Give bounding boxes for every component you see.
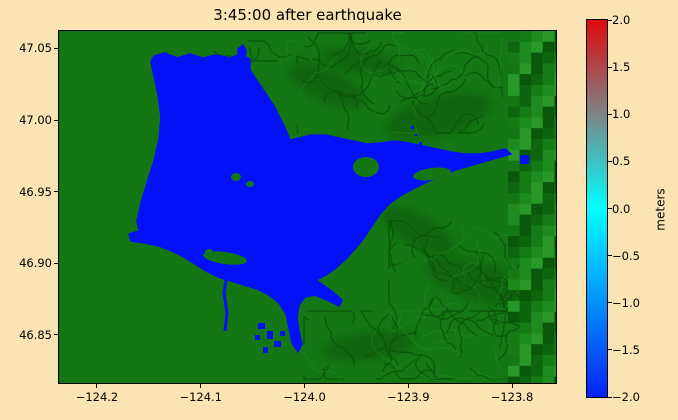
colorbar-tick-mark xyxy=(608,66,612,68)
colorbar-tick-mark xyxy=(608,160,612,162)
y-tick-mark xyxy=(54,334,58,336)
x-tick-mark xyxy=(303,384,305,388)
harbor-water xyxy=(128,44,512,353)
slough-pool xyxy=(280,331,285,336)
x-tick-label: −124.2 xyxy=(75,390,119,404)
island xyxy=(353,157,379,177)
y-tick-mark xyxy=(54,262,58,264)
colorbar-tick-label: 0.0 xyxy=(612,201,631,216)
slough-pool xyxy=(255,335,260,340)
y-tick-mark xyxy=(54,119,58,121)
island xyxy=(231,173,241,181)
y-tick-mark xyxy=(54,47,58,49)
colorbar-tick-mark xyxy=(608,349,612,351)
y-tick-mark xyxy=(54,191,58,193)
colorbar-label: meters xyxy=(653,188,668,231)
colorbar-tick-mark xyxy=(608,302,612,304)
colorbar-tick-label: 2.0 xyxy=(612,13,631,27)
plot-area xyxy=(58,30,557,384)
south-channel xyxy=(222,273,229,332)
x-tick-mark xyxy=(200,384,202,388)
slough-pool xyxy=(267,331,273,339)
x-tick-label: −123.9 xyxy=(386,390,430,404)
colorbar-tick-mark xyxy=(608,208,612,209)
island xyxy=(413,167,451,181)
colorbar-tick-label: 0.5 xyxy=(612,154,631,169)
river-dot xyxy=(415,134,417,136)
x-tick-label: −124.0 xyxy=(283,390,326,404)
x-tick-mark xyxy=(511,384,513,388)
colorbar-tick-label: 1.5 xyxy=(612,60,631,75)
slough-pool xyxy=(263,347,268,353)
colorbar-tick-mark xyxy=(608,396,612,398)
terrain-mosaic xyxy=(508,31,556,383)
plot-title: 3:45:00 after earthquake xyxy=(213,6,402,24)
colorbar-tick-label: −1.5 xyxy=(612,342,640,357)
river-dot xyxy=(416,158,418,160)
island xyxy=(203,251,247,265)
terrain-texture xyxy=(213,32,550,380)
x-tick-mark xyxy=(407,384,409,388)
colorbar-tick-label: −1.0 xyxy=(612,295,640,310)
x-tick-label: −124.1 xyxy=(179,390,222,404)
river-dot xyxy=(411,126,414,129)
colorbar-tick-label: 1.0 xyxy=(612,107,631,122)
y-tick-label: 47.05 xyxy=(19,41,52,56)
x-tick-label: −123.8 xyxy=(490,390,534,404)
colorbar-gradient xyxy=(586,19,608,398)
y-tick-label: 47.00 xyxy=(19,113,52,127)
y-tick-label: 46.90 xyxy=(19,256,52,271)
x-tick-mark xyxy=(96,384,98,388)
colorbar-tick-mark xyxy=(608,19,612,21)
slough-pool xyxy=(258,323,265,329)
river-dot xyxy=(422,150,424,152)
map-svg xyxy=(59,31,556,383)
river-dot xyxy=(419,142,422,145)
slough-pool xyxy=(274,341,281,347)
island xyxy=(205,249,213,255)
island xyxy=(246,181,254,187)
colorbar-tick-label: −0.5 xyxy=(612,248,640,263)
colorbar-tick-mark xyxy=(608,113,612,115)
tsunami-wave-trough xyxy=(59,191,99,383)
y-tick-label: 46.95 xyxy=(19,184,52,199)
colorbar-tick-mark xyxy=(608,255,612,257)
lake xyxy=(520,155,529,164)
colorbar-tick-label: −2.0 xyxy=(612,390,640,404)
y-tick-label: 46.85 xyxy=(19,327,52,342)
